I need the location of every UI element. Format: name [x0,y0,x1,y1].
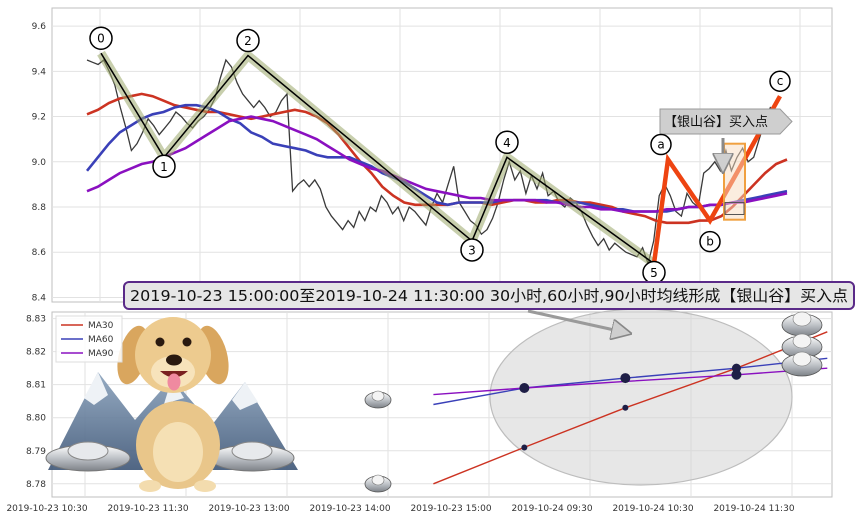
ingot-icon [364,474,392,493]
bottom-y-axis: 8.78 8.79 8.80 8.81 8.82 8.83 [26,315,46,490]
ingot-icon [364,390,392,409]
crossing-box [724,201,745,215]
y-tick-label: 8.83 [26,315,46,325]
top-panel: 8.4 8.6 8.8 9.0 9.2 9.4 9.6 【银山谷】买入点 0 1 2 3 4 5 a b c [32,7,833,303]
ingot-icon [781,333,823,359]
y-tick-label: 8.78 [26,480,46,490]
wave-point-marker [236,28,260,53]
callout-label: 【银山谷】买入点 [664,115,768,130]
legend: MA30 MA60 MA90 [55,315,123,363]
signal-point-label: c [777,74,784,88]
x-tick-label: 2019-10-23 11:30 [107,504,188,514]
wave-point-marker [152,154,176,179]
banner-box [123,281,855,310]
banner-arrow [527,309,628,333]
cross-markers [519,363,742,451]
top-y-axis: 8.4 8.6 8.8 9.0 9.2 9.4 9.6 [32,22,47,303]
x-tick-label: 2019-10-24 11:30 [713,504,794,514]
x-tick-label: 2019-10-23 13:00 [208,504,289,514]
crossing-highlight [723,142,746,221]
bottom-x-axis: 2019-10-23 10:30 2019-10-23 11:30 2019-10-… [6,504,794,514]
y-tick-label: 9.4 [32,67,47,77]
ingot-icons [364,311,823,493]
wave-point-marker [495,130,519,155]
y-tick-label: 9.2 [32,113,46,123]
signal-point-marker [650,133,672,156]
wave-point-marker [89,26,113,50]
cross-marker [521,444,528,451]
cross-marker [622,404,629,411]
y-tick-label: 8.81 [26,381,46,391]
y-tick-label: 8.6 [32,248,47,258]
wave-line [100,52,655,265]
signal-point-label: b [706,235,714,249]
y-tick-label: 8.82 [26,348,46,358]
wave-point-label: 0 [97,32,105,46]
bottom-panel: 8.78 8.79 8.80 8.81 8.82 8.83 2019-10-23 10:3… [6,308,833,514]
y-tick-label: 8.80 [26,414,46,424]
y-tick-label: 8.8 [32,203,47,213]
signal-banner: 2019-10-23 15:00:00至2019-10-24 11:30:00 … [123,281,855,310]
x-tick-label: 2019-10-24 09:30 [511,504,592,514]
y-tick-label: 9.0 [32,158,47,168]
wave-point-label: 3 [468,243,476,257]
signal-point-label: a [657,138,664,152]
callout-box [659,108,793,135]
x-tick-label: 2019-10-23 15:00 [410,504,491,514]
banner-text: 2019-10-23 15:00:00至2019-10-24 11:30:00 … [130,287,848,305]
legend-label-ma30: MA30 [88,321,114,331]
wave-point-label: 4 [503,136,511,150]
wave-point-label: 1 [160,160,168,174]
y-tick-label: 8.4 [32,293,47,303]
y-tick-label: 8.79 [26,447,46,457]
x-tick-label: 2019-10-23 10:30 [6,504,87,514]
signal-point-marker [769,70,791,92]
ingot-icon [781,311,823,337]
legend-label-ma60: MA60 [88,335,114,345]
ingot-icon [781,351,823,377]
signal-point-marker [699,230,721,253]
legend-label-ma90: MA90 [88,349,114,359]
wave-point-marker [460,238,484,262]
cross-marker [519,382,530,393]
x-tick-label: 2019-10-23 14:00 [309,504,390,514]
wave-point-label: 2 [244,34,252,48]
y-tick-label: 9.6 [32,22,47,32]
cross-marker [620,373,631,384]
wave-point-label: 5 [650,266,658,280]
series-line-ma90 [86,115,788,213]
wave-markers: 【银山谷】买入点 0 1 2 3 4 5 a b c [89,26,793,285]
top-panel-frame [51,7,833,303]
x-tick-label: 2019-10-24 10:30 [612,504,693,514]
dog-illustration [45,317,298,492]
series-line-price [86,58,788,266]
cross-marker [731,369,742,380]
zoom-ellipse [489,308,793,486]
